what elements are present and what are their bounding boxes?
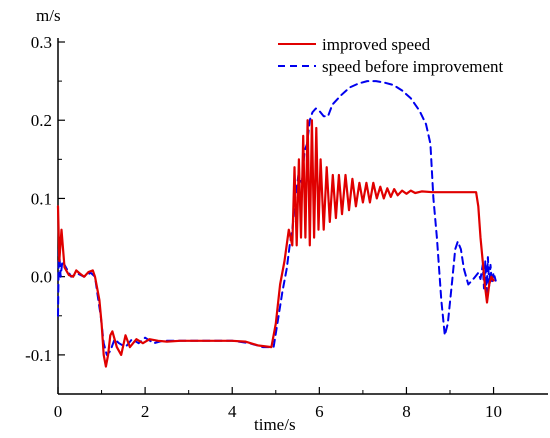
y-tick-label: -0.1 (25, 346, 52, 365)
y-tick-label: 0.1 (31, 189, 52, 208)
y-tick-label: 0.2 (31, 111, 52, 130)
y-tick-label: 0.3 (31, 33, 52, 52)
legend-label-improved-speed: improved speed (322, 35, 431, 54)
y-axis-label: m/s (36, 6, 61, 25)
series-layer (56, 80, 497, 368)
x-tick-label: 4 (228, 402, 237, 421)
x-axis-label: time/s (254, 415, 296, 434)
legend: improved speed speed before improvement (278, 35, 504, 76)
axes: 0 2 4 6 8 10 -0.1 0.0 0.1 0.2 0.3 (25, 33, 548, 421)
series-line-improved-speed (56, 119, 495, 368)
x-tick-label: 6 (315, 402, 324, 421)
legend-label-speed-before-improvement: speed before improvement (322, 57, 504, 76)
x-tick-label: 0 (54, 402, 63, 421)
x-tick-label: 2 (141, 402, 150, 421)
x-tick-label: 10 (485, 402, 502, 421)
y-tick-label: 0.0 (31, 268, 52, 287)
x-tick-label: 8 (402, 402, 411, 421)
